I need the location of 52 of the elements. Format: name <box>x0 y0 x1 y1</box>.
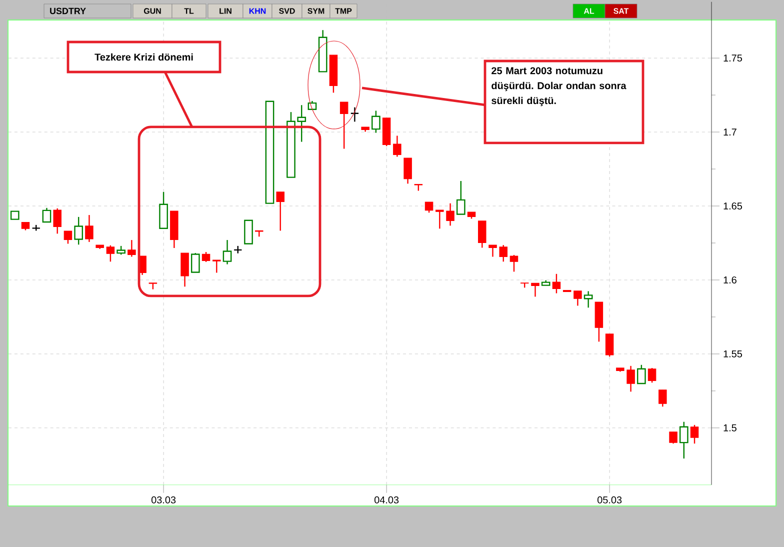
y-tick-label: 1.7 <box>724 128 736 136</box>
candlestick <box>605 333 614 358</box>
candlestick <box>679 421 688 460</box>
y-tick-label: 1.75 <box>724 54 742 62</box>
x-tick-label: 05.03 <box>597 496 622 504</box>
candlestick <box>669 431 678 444</box>
text: USDTRY <box>50 8 86 14</box>
candlestick <box>478 220 486 248</box>
candlestick <box>658 389 667 408</box>
x-tick-label: 03.03 <box>151 496 176 504</box>
y-tick-label: 1.65 <box>724 202 742 210</box>
candlestick <box>626 365 635 392</box>
candlestick <box>393 135 402 158</box>
candlestick <box>212 259 221 274</box>
candlestick <box>499 244 508 262</box>
candlestick <box>584 290 593 308</box>
candlestick <box>424 201 434 214</box>
candlestick <box>436 209 444 230</box>
annotation: Tezkere Krizi dönemi <box>94 53 193 61</box>
candlestick <box>244 220 253 244</box>
candlestick <box>222 239 232 265</box>
candlestick <box>488 244 497 258</box>
candlestick <box>552 273 561 294</box>
candlestick <box>510 254 518 272</box>
candlestick <box>350 106 360 122</box>
y-tick-label: 1.6 <box>724 276 736 284</box>
candlestick <box>128 239 136 258</box>
candlestick <box>456 180 466 215</box>
x-tick-label: 04.03 <box>374 496 399 504</box>
candlestick <box>372 110 380 134</box>
candlestick <box>574 290 582 306</box>
candlestick <box>74 216 84 246</box>
candlestick <box>85 214 94 243</box>
candlestick <box>690 424 699 444</box>
annotation: 25 Mart 2003 notumuzu düşürdü. Dolar ondan sonra sürekli düştü. <box>492 67 626 106</box>
candlestick <box>404 157 412 184</box>
candlestick <box>42 207 52 223</box>
candlestick <box>446 202 454 226</box>
candlestick <box>53 208 62 234</box>
candlestick <box>648 367 656 384</box>
candlestick <box>106 244 115 262</box>
candlestick <box>180 252 189 288</box>
candlestick <box>276 191 284 232</box>
candlestick <box>202 251 210 263</box>
candlestick <box>64 230 72 244</box>
candlestick <box>190 252 200 273</box>
candlestick <box>340 101 348 150</box>
candlestick <box>159 191 168 229</box>
y-tick-label: 1.55 <box>724 350 742 358</box>
y-tick-label: 1.5 <box>724 424 736 432</box>
candlestick <box>636 364 646 384</box>
candlestick <box>531 282 540 298</box>
